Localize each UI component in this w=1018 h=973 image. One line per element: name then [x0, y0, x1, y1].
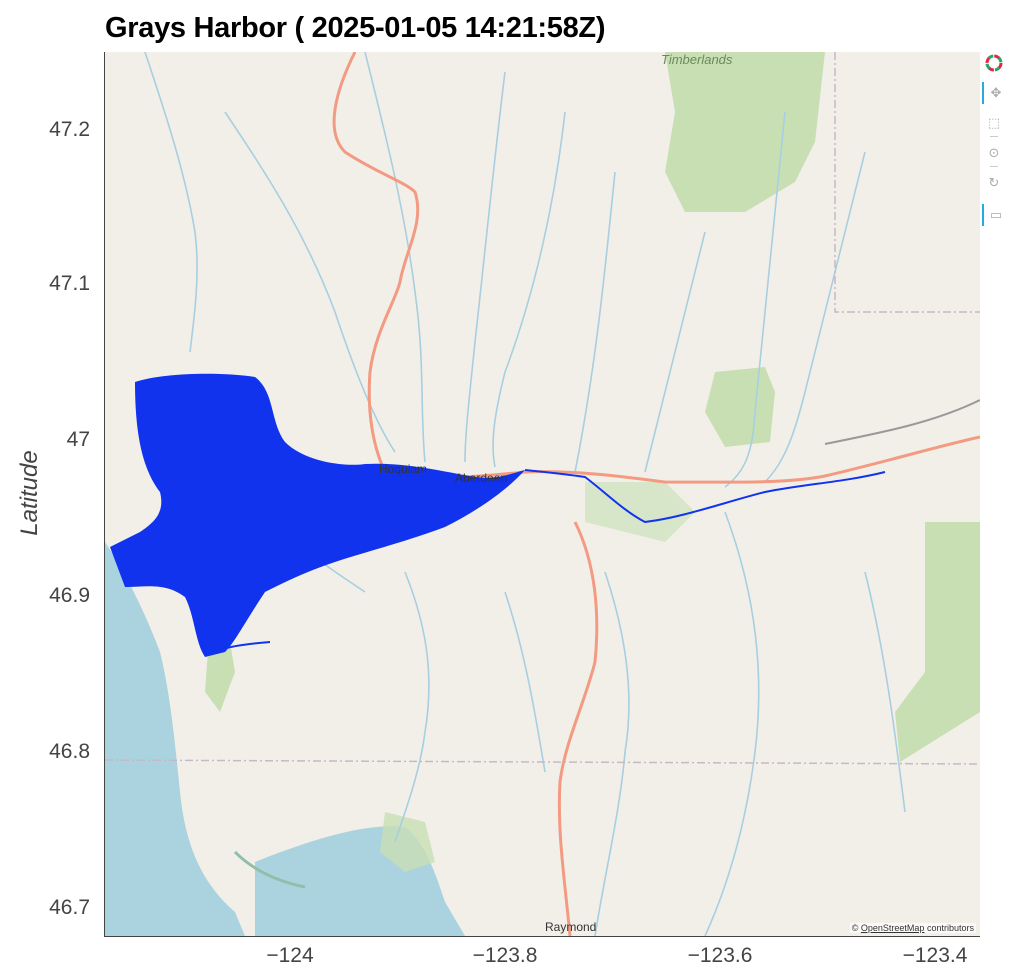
forest-patch-east [895, 522, 980, 762]
plot-title: Grays Harbor ( 2025-01-05 14:21:58Z) [105, 12, 606, 44]
y-tick-label: 47.2 [49, 118, 90, 141]
attribution-link[interactable]: OpenStreetMap [860, 923, 925, 933]
x-axis-line [104, 936, 980, 937]
y-tick-label: 46.7 [49, 896, 90, 919]
forest-patch-center [705, 367, 775, 447]
toolbar-divider [990, 136, 998, 137]
basemap [105, 52, 980, 936]
water-overlay [110, 373, 525, 657]
place-label-aberdeen: Aberdeen [455, 471, 508, 485]
map-attribution: © OpenStreetMap contributors [849, 923, 976, 933]
pan-icon[interactable]: ✥ [982, 82, 1008, 104]
attribution-suffix: contributors [926, 923, 974, 933]
x-tick-label: −123.8 [472, 944, 538, 967]
roads [332, 52, 980, 936]
y-tick-label: 47.1 [49, 272, 90, 295]
x-tick-label: −124 [266, 944, 314, 967]
y-axis-label: Latitude [16, 450, 43, 536]
x-tick-label: −123.4 [902, 944, 968, 967]
x-tick-label: −123.6 [687, 944, 753, 967]
wheel-zoom-icon[interactable]: ⊙ [988, 145, 1000, 160]
toolbar-divider [990, 166, 998, 167]
bokeh-logo-icon[interactable] [982, 52, 1006, 74]
y-tick-label: 46.9 [49, 584, 90, 607]
place-label-timberlands: Timberlands [661, 52, 733, 67]
plot-toolbar: ✥ ⬚ ⊙ ↻ ▭ [980, 52, 1008, 242]
map-canvas[interactable]: Timberlands Hoquiam Aberdeen Raymond © O… [105, 52, 980, 936]
forest-timberlands [665, 52, 825, 212]
y-tick-label: 46.8 [49, 740, 90, 763]
reset-icon[interactable]: ↻ [988, 175, 1000, 190]
place-label-raymond: Raymond [545, 920, 597, 934]
hover-icon[interactable]: ▭ [982, 204, 1008, 226]
place-label-hoquiam: Hoquiam [379, 462, 428, 476]
y-axis-line [104, 52, 105, 937]
attribution-prefix: © [851, 923, 859, 933]
y-tick-label: 47 [66, 428, 90, 451]
ocean [105, 542, 245, 936]
box-zoom-icon[interactable]: ⬚ [987, 115, 1001, 130]
